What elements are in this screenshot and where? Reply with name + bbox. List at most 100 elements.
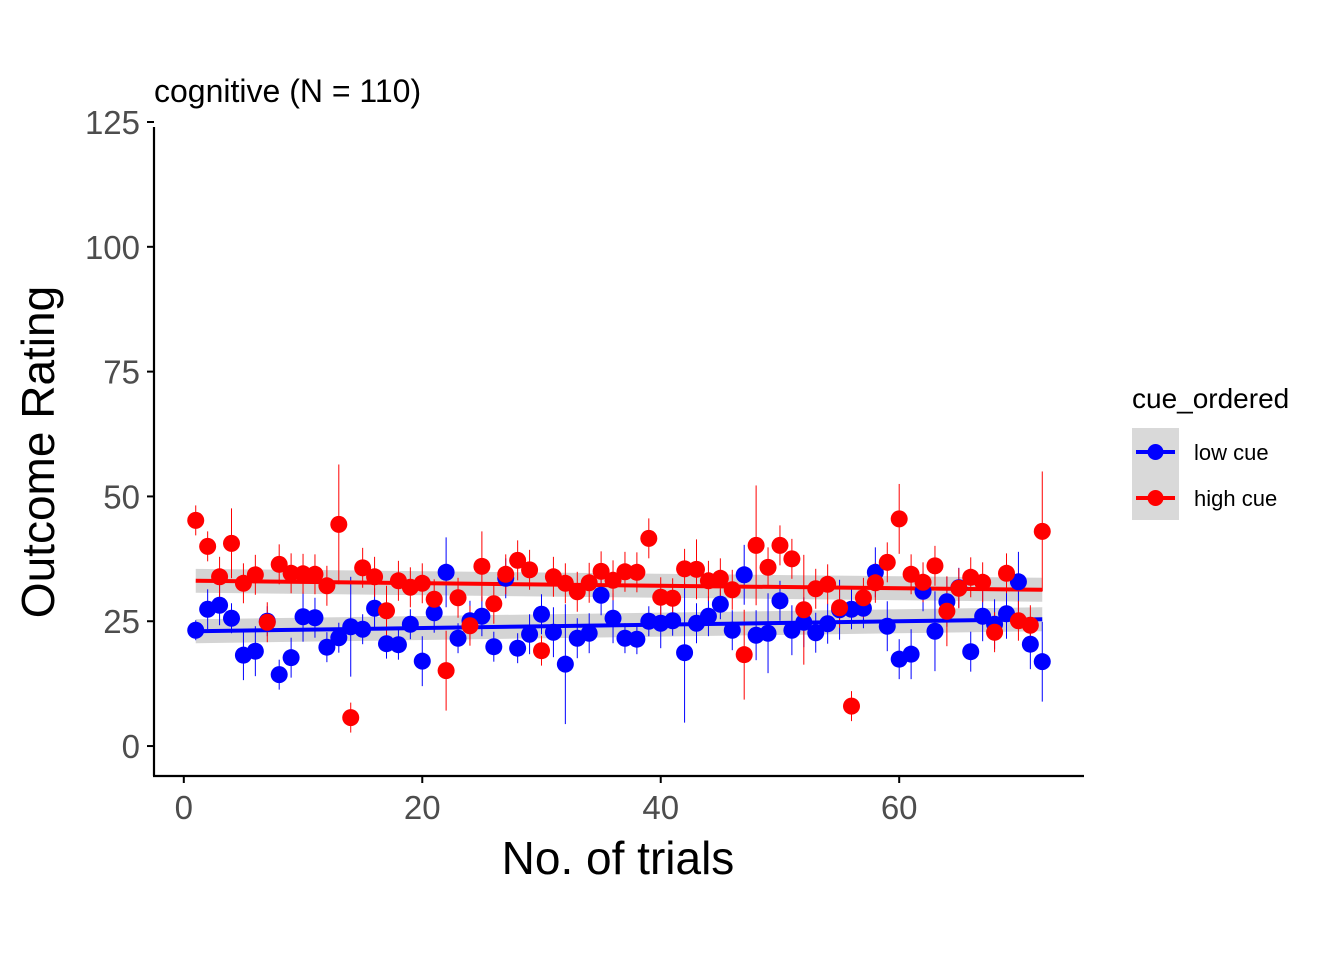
legend-key-point xyxy=(1147,444,1164,460)
data-point xyxy=(986,623,1004,641)
data-point xyxy=(604,571,622,589)
data-point xyxy=(378,602,395,620)
data-point xyxy=(425,604,443,622)
data-point xyxy=(509,639,527,657)
legend: cue_ordered low cue high cue xyxy=(1132,383,1289,520)
y-tick-label: 50 xyxy=(103,478,140,515)
data-point xyxy=(878,553,896,571)
data-point xyxy=(568,583,586,601)
data-point xyxy=(223,534,240,552)
x-tick-label: 40 xyxy=(642,789,679,826)
data-point xyxy=(187,511,205,529)
data-point xyxy=(854,589,872,607)
data-point xyxy=(592,586,610,604)
x-ticks: 0 20 40 60 xyxy=(175,776,918,826)
data-point xyxy=(556,574,574,592)
data-point xyxy=(699,607,717,625)
data-point xyxy=(270,666,288,684)
data-point xyxy=(902,565,920,583)
x-tick-label: 0 xyxy=(175,789,193,826)
data-point xyxy=(425,590,443,608)
data-point xyxy=(580,574,598,592)
data-point xyxy=(437,662,455,680)
data-point xyxy=(711,595,729,613)
data-point xyxy=(318,638,336,656)
x-tick-label: 60 xyxy=(881,789,918,826)
data-point xyxy=(294,565,312,583)
data-point xyxy=(318,577,336,595)
data-point xyxy=(509,551,527,569)
data-point xyxy=(533,642,550,660)
data-point xyxy=(533,605,550,623)
data-point xyxy=(282,564,300,582)
data-point xyxy=(485,595,503,613)
data-point xyxy=(723,581,741,599)
y-tick-label: 25 xyxy=(103,603,140,640)
data-point xyxy=(688,560,705,578)
data-point xyxy=(258,613,276,631)
data-point xyxy=(783,550,801,568)
plot-area xyxy=(187,464,1051,733)
legend-entries: low cue high cue xyxy=(1136,440,1277,511)
legend-key-point xyxy=(1147,490,1164,506)
data-point xyxy=(556,655,574,673)
data-point xyxy=(783,621,801,639)
data-point xyxy=(246,642,264,660)
data-point xyxy=(819,575,837,593)
data-point xyxy=(664,589,682,607)
data-point xyxy=(819,615,837,633)
data-point xyxy=(676,560,694,578)
y-axis-label: Outcome Rating xyxy=(12,286,64,618)
data-point xyxy=(998,564,1015,582)
data-point xyxy=(282,649,300,667)
data-point xyxy=(497,565,515,583)
data-point xyxy=(1021,635,1039,653)
data-point xyxy=(211,596,229,614)
data-point xyxy=(187,621,205,639)
data-point xyxy=(223,609,240,627)
data-point xyxy=(628,563,646,581)
x-tick-label: 20 xyxy=(404,789,441,826)
data-point xyxy=(795,601,813,619)
y-tick-label: 75 xyxy=(103,354,140,391)
data-point xyxy=(449,629,467,647)
data-point xyxy=(199,537,217,555)
data-point xyxy=(902,645,920,663)
data-point xyxy=(771,592,789,610)
data-point xyxy=(246,566,264,584)
data-point xyxy=(437,563,455,581)
data-point xyxy=(461,617,479,635)
y-tick-label: 100 xyxy=(85,229,140,266)
data-point xyxy=(1033,653,1051,671)
data-point xyxy=(306,565,324,583)
data-point xyxy=(962,643,980,661)
data-point xyxy=(354,620,372,638)
data-point xyxy=(735,566,753,584)
data-point xyxy=(878,617,896,635)
data-point xyxy=(771,536,789,554)
data-point xyxy=(914,573,932,591)
data-point xyxy=(664,612,682,630)
data-point xyxy=(473,557,491,575)
legend-label: high cue xyxy=(1194,486,1277,511)
data-point xyxy=(234,574,252,592)
legend-key-background xyxy=(1132,428,1179,520)
data-point xyxy=(831,599,849,617)
data-point xyxy=(592,562,610,580)
x-axis-label: No. of trials xyxy=(502,832,735,884)
data-point xyxy=(1021,616,1039,634)
data-point xyxy=(544,623,562,641)
data-point xyxy=(413,652,431,670)
legend-title: cue_ordered xyxy=(1132,383,1289,414)
data-point xyxy=(270,555,288,573)
data-point xyxy=(938,602,956,620)
data-point xyxy=(723,621,741,639)
data-point xyxy=(747,536,765,554)
data-point xyxy=(866,574,884,592)
data-point xyxy=(926,557,944,575)
data-point xyxy=(974,607,992,625)
y-tick-label: 125 xyxy=(85,104,140,141)
data-point xyxy=(974,573,992,591)
data-point xyxy=(1033,522,1051,540)
data-point xyxy=(735,646,753,664)
